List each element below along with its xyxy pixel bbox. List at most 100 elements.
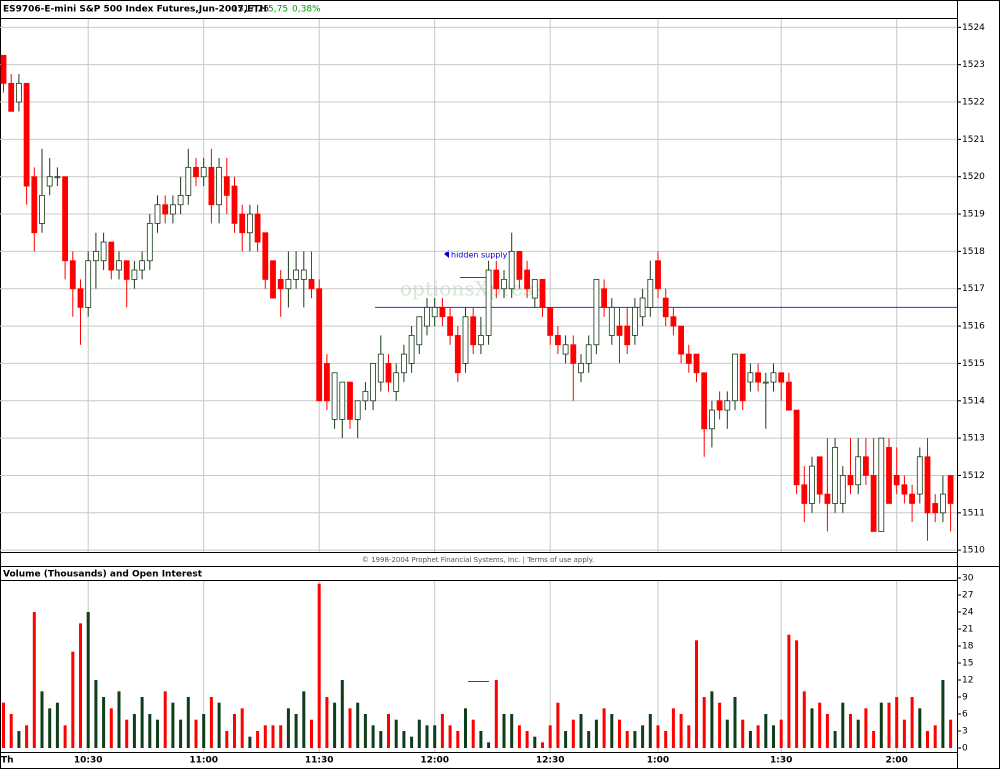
- candle-body: [85, 260, 92, 308]
- candle-body: [824, 493, 831, 504]
- candle-body: [693, 353, 700, 374]
- volume-y-tick-label: 30: [962, 574, 974, 584]
- y-tick-label: 1520: [962, 172, 985, 182]
- volume-bar: [902, 719, 906, 748]
- candle-body: [447, 316, 454, 336]
- candle-body: [316, 288, 323, 402]
- volume-bar: [2, 702, 5, 748]
- volume-bar: [456, 731, 460, 748]
- volume-bar: [240, 708, 244, 748]
- candle-body: [439, 307, 446, 318]
- candle-body: [331, 372, 338, 420]
- x-tick-label: 12:00: [420, 756, 449, 766]
- y-tick-label: 1512: [962, 471, 985, 481]
- x-tick-label: 2:00: [886, 756, 908, 766]
- volume-bar: [433, 725, 437, 748]
- volume-bar: [718, 702, 722, 748]
- candle-body: [108, 241, 115, 271]
- volume-bar: [109, 708, 113, 748]
- volume-bar: [448, 725, 452, 748]
- volume-bar: [117, 691, 121, 748]
- volume-bar: [79, 623, 82, 748]
- volume-bar: [533, 736, 537, 748]
- volume-bar: [802, 691, 806, 748]
- volume-bar: [502, 714, 506, 748]
- volume-bar: [48, 708, 52, 748]
- volume-bar: [525, 731, 529, 748]
- candle-body: [593, 278, 600, 346]
- volume-bar: [256, 731, 260, 748]
- volume-bar: [764, 714, 768, 748]
- candle-body: [300, 269, 307, 280]
- candle-body: [562, 344, 569, 355]
- candle-body: [778, 372, 785, 383]
- candle-body: [601, 288, 607, 308]
- x-tick-label: 11:30: [305, 756, 334, 766]
- candle-body: [416, 316, 423, 346]
- candle-body: [239, 213, 246, 234]
- candle-body: [508, 250, 515, 290]
- candle-body: [493, 269, 500, 290]
- volume-bar: [209, 697, 213, 748]
- volume-bar: [926, 731, 929, 748]
- volume-bar: [548, 725, 552, 748]
- volume-bar: [348, 708, 352, 748]
- volume-bar: [579, 714, 583, 748]
- candle-body: [154, 204, 161, 224]
- candle-body: [786, 381, 792, 411]
- volume-bar: [63, 725, 67, 748]
- candle-body: [485, 269, 492, 336]
- volume-bar: [918, 708, 922, 748]
- candle-body: [293, 269, 300, 280]
- volume-bar: [949, 719, 953, 748]
- candle-body: [678, 325, 684, 355]
- volume-bar: [356, 702, 360, 748]
- candle-body: [185, 166, 192, 196]
- volume-y-tick-label: 9: [962, 693, 968, 703]
- volume-bar: [371, 725, 375, 748]
- volume-bar: [941, 680, 945, 748]
- candle-body: [670, 316, 677, 327]
- volume-bar: [279, 725, 283, 748]
- y-tick-label: 1523: [962, 60, 985, 70]
- candle-body: [385, 363, 392, 383]
- candle-body: [832, 447, 838, 504]
- candle-body: [608, 307, 615, 336]
- volume-bar: [818, 702, 822, 748]
- volume-bar: [55, 702, 59, 748]
- volume-bar: [825, 714, 829, 748]
- change-pct: 0,38%: [292, 5, 321, 15]
- volume-bar: [833, 731, 837, 748]
- volume-bar: [417, 719, 421, 748]
- candle-body: [709, 409, 715, 430]
- candle-body: [916, 456, 923, 495]
- x-tick-label: 1:00: [647, 756, 669, 766]
- candle-body: [585, 344, 592, 364]
- candle-body: [924, 456, 931, 514]
- volume-bar: [102, 697, 106, 748]
- last-price: 1517,25: [232, 5, 269, 15]
- volume-bar: [71, 651, 75, 748]
- volume-title: Volume (Thousands) and Open Interest: [3, 570, 203, 580]
- candle-body: [501, 278, 507, 290]
- volume-bar: [379, 731, 383, 748]
- x-tick-label: 1:30: [770, 756, 792, 766]
- y-tick-label: 1511: [962, 508, 985, 518]
- candle-body: [947, 475, 954, 504]
- candle-body: [639, 297, 646, 318]
- volume-bar: [179, 719, 183, 748]
- volume-bar: [656, 725, 660, 748]
- candle-body: [539, 278, 546, 308]
- volume-bar: [302, 691, 306, 748]
- candle-body: [839, 475, 846, 504]
- y-tick-label: 1515: [962, 359, 985, 369]
- candle-body: [77, 288, 84, 308]
- volume-bar: [671, 708, 675, 748]
- volume-bar: [702, 697, 706, 748]
- volume-bar: [86, 612, 90, 748]
- candle-body: [323, 363, 330, 402]
- volume-bar: [317, 583, 321, 748]
- volume-bar: [849, 714, 852, 748]
